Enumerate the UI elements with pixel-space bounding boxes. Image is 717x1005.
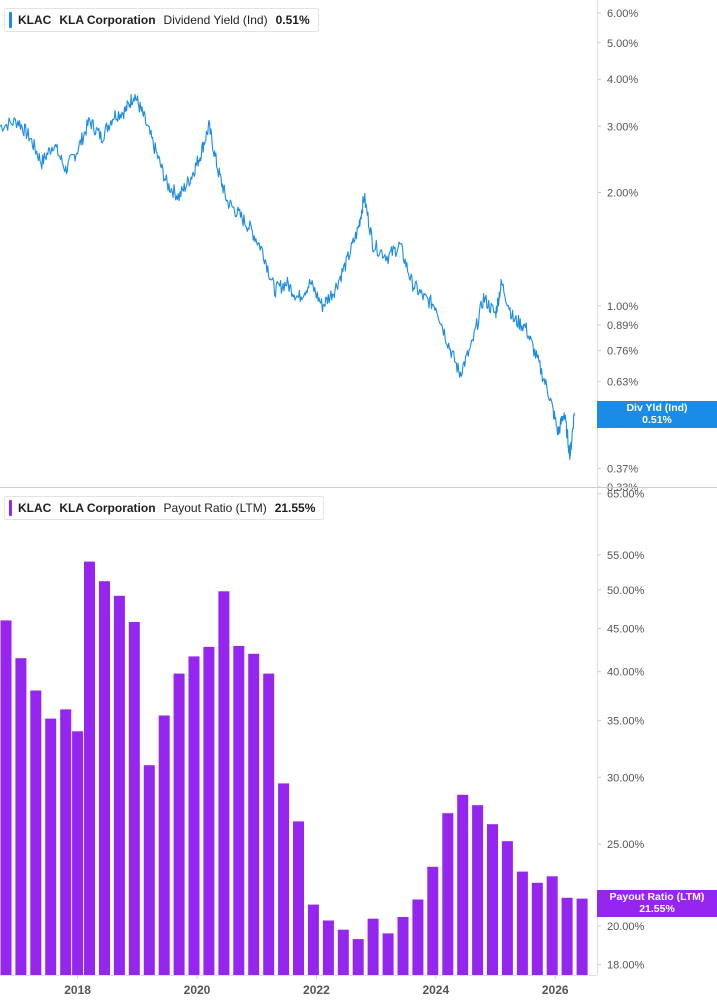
payout-bar[interactable]	[113, 595, 125, 975]
bottom-legend[interactable]: KLAC KLA Corporation Payout Ratio (LTM) …	[4, 496, 325, 520]
payout-bar[interactable]	[367, 918, 379, 975]
y-tick-label: 1.00%	[607, 301, 638, 313]
x-tick-label: 2022	[303, 983, 330, 997]
yield-series-line	[0, 93, 575, 461]
y-tick-label: 0.76%	[607, 346, 638, 358]
legend-value: 0.51%	[275, 13, 310, 27]
y-tick-label: 3.00%	[607, 121, 638, 133]
top-y-axis: 6.00% 5.00% 4.00% 3.00% 2.00% 1.00% 0.89% 0.76%…	[597, 8, 638, 494]
payout-bar[interactable]	[158, 715, 170, 976]
payout-bar[interactable]	[263, 673, 275, 975]
payout-bar[interactable]	[99, 581, 110, 975]
y-tick-label: 0.37%	[607, 463, 638, 475]
payout-bar[interactable]	[546, 876, 558, 975]
payout-swatch	[9, 500, 12, 516]
y-tick-label: 25.00%	[607, 839, 645, 851]
payout-bar[interactable]	[531, 882, 543, 975]
payout-bar[interactable]	[442, 813, 454, 975]
y-tick-label: 4.00%	[607, 74, 638, 86]
tag-value: 0.51%	[642, 414, 672, 426]
y-tick-label: 65.00%	[607, 489, 645, 501]
legend-company: KLA Corporation	[59, 501, 156, 515]
payout-bar[interactable]	[143, 765, 155, 975]
tag-value: 21.55%	[639, 903, 675, 915]
payout-bar[interactable]	[84, 561, 95, 975]
y-tick-label: 5.00%	[607, 38, 638, 50]
payout-bar[interactable]	[397, 917, 409, 975]
payout-bar[interactable]	[427, 866, 439, 975]
payout-bars-group	[0, 561, 588, 976]
payout-bar[interactable]	[0, 620, 12, 975]
payout-bar[interactable]	[72, 731, 84, 975]
payout-value-tag: Payout Ratio (LTM) 21.55%	[597, 890, 717, 917]
payout-bar[interactable]	[322, 920, 334, 976]
y-tick-label: 0.63%	[607, 376, 638, 388]
legend-metric: Dividend Yield (Ind)	[163, 13, 268, 27]
top-legend[interactable]: KLAC KLA Corporation Dividend Yield (Ind…	[4, 8, 319, 32]
payout-bar[interactable]	[337, 929, 349, 975]
payout-bar[interactable]	[45, 718, 57, 975]
payout-bar[interactable]	[128, 622, 140, 975]
yield-value-tag: Div Yld (Ind) 0.51%	[597, 401, 717, 428]
y-tick-label: 6.00%	[607, 8, 638, 20]
x-axis: 2018 2020 2022 2024 2026	[0, 975, 597, 997]
x-tick-label: 2026	[542, 983, 569, 997]
y-tick-label: 20.00%	[607, 921, 645, 933]
legend-metric: Payout Ratio (LTM)	[163, 501, 267, 515]
payout-bar[interactable]	[60, 709, 72, 975]
payout-bar[interactable]	[173, 673, 185, 975]
payout-bar[interactable]	[487, 824, 498, 975]
x-tick-label: 2020	[184, 983, 211, 997]
payout-bar[interactable]	[248, 653, 260, 975]
payout-bar[interactable]	[203, 646, 215, 975]
payout-bar[interactable]	[293, 821, 304, 975]
payout-bar[interactable]	[188, 656, 200, 975]
yield-swatch	[9, 12, 12, 28]
payout-bar[interactable]	[472, 805, 484, 975]
payout-bar[interactable]	[501, 841, 513, 975]
payout-bar[interactable]	[516, 871, 528, 975]
payout-bar[interactable]	[218, 591, 230, 975]
legend-ticker: KLAC	[18, 501, 52, 515]
y-tick-label: 55.00%	[607, 550, 645, 562]
legend-value: 21.55%	[274, 501, 316, 515]
payout-bar[interactable]	[15, 658, 27, 975]
payout-bar[interactable]	[233, 646, 245, 975]
y-tick-label: 50.00%	[607, 585, 645, 597]
payout-bar[interactable]	[307, 904, 319, 975]
payout-bar[interactable]	[457, 794, 469, 975]
y-tick-label: 40.00%	[607, 667, 645, 679]
tag-label: Payout Ratio (LTM)	[609, 891, 705, 903]
tag-label: Div Yld (Ind)	[626, 402, 688, 414]
yield-line-group	[0, 93, 575, 461]
payout-bar[interactable]	[30, 690, 42, 976]
payout-bar[interactable]	[278, 783, 290, 975]
x-tick-label: 2018	[64, 983, 91, 997]
payout-bar[interactable]	[561, 897, 573, 975]
legend-company: KLA Corporation	[59, 13, 156, 27]
y-tick-label: 30.00%	[607, 772, 645, 784]
payout-bar[interactable]	[576, 898, 588, 975]
payout-bar[interactable]	[382, 933, 394, 975]
y-tick-label: 35.00%	[607, 716, 645, 728]
y-tick-label: 2.00%	[607, 188, 638, 200]
bottom-y-axis: 65.00% 55.00% 50.00% 45.00% 40.00% 35.00% 30.0…	[597, 489, 645, 972]
legend-ticker: KLAC	[18, 13, 52, 27]
y-tick-label: 45.00%	[607, 624, 645, 636]
x-tick-label: 2024	[422, 983, 449, 997]
payout-bar[interactable]	[352, 939, 364, 975]
y-tick-label: 0.89%	[607, 320, 638, 332]
payout-bar[interactable]	[412, 899, 424, 976]
y-tick-label: 18.00%	[607, 960, 645, 972]
